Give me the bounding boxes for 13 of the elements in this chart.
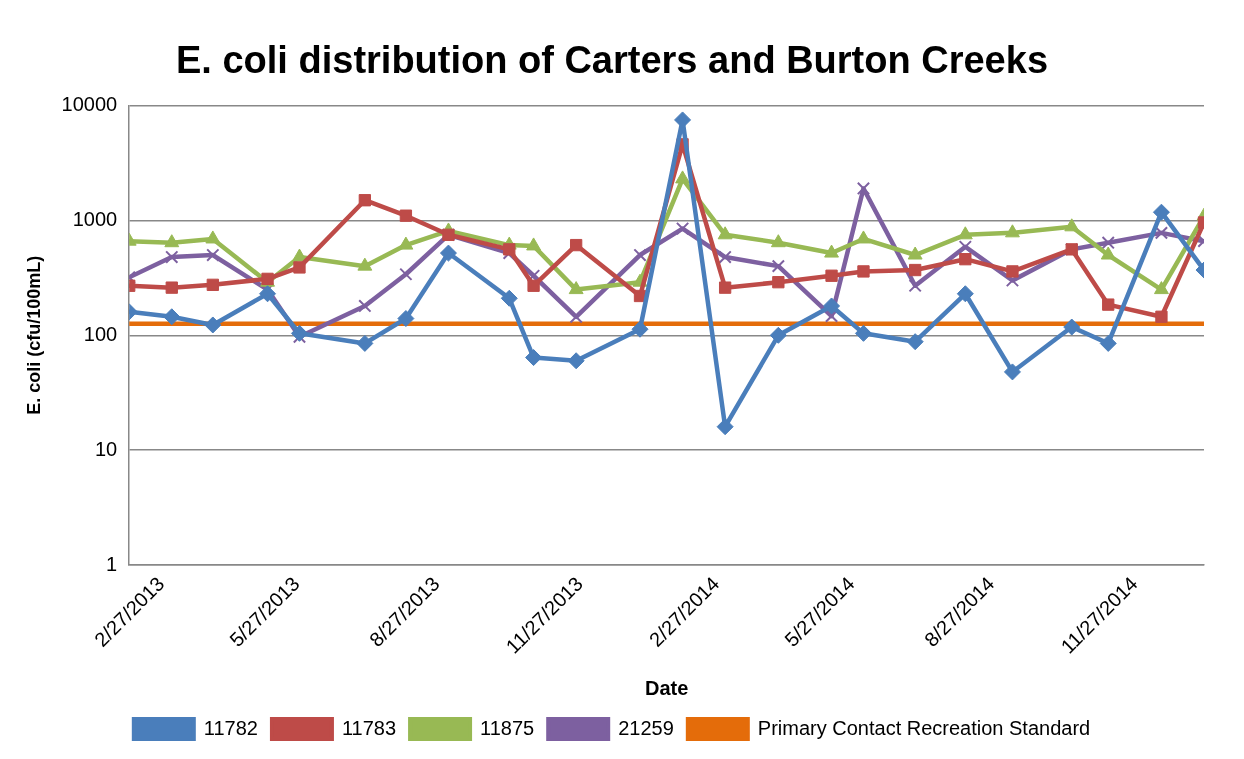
legend-label: 11782 — [203, 716, 258, 739]
y-tick-label: 100 — [83, 322, 118, 345]
y-axis-title: E. coli (cfu/100mL) — [23, 255, 44, 415]
y-tick-label: 1000 — [72, 207, 118, 230]
y-tick-label: 10 — [94, 437, 118, 460]
chart-title: E. coli distribution of Carters and Burton Creeks — [175, 39, 1049, 82]
legend-label: 11783 — [341, 716, 397, 739]
legend-label: 11875 — [480, 716, 535, 739]
legend-label: 21259 — [618, 716, 674, 739]
x-axis-title: Date — [644, 676, 689, 699]
legend-label: Primary Contact Recreation Standard — [757, 716, 1091, 739]
y-tick-label: 10000 — [61, 93, 118, 116]
y-tick-label: 1 — [106, 552, 118, 575]
